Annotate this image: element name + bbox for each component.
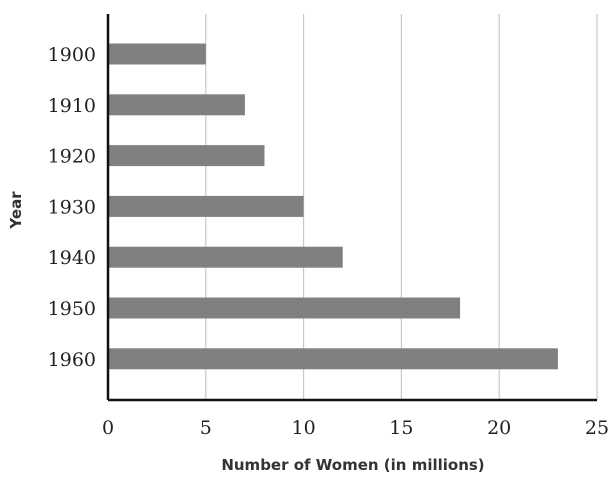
y-tick-label: 1920 (48, 146, 96, 168)
x-tick-label: 5 (200, 417, 212, 439)
gridlines (205, 14, 598, 400)
y-tick-label: 1930 (48, 196, 96, 218)
bar (108, 348, 558, 370)
bar (108, 246, 343, 268)
bar (108, 43, 206, 65)
y-tick-label: 1960 (48, 349, 96, 371)
x-tick-label: 15 (389, 417, 413, 439)
bar (108, 297, 461, 319)
y-tick-labels: 1900 1910 1920 1930 1940 1950 1960 (48, 44, 96, 371)
bar (108, 145, 265, 167)
bar (108, 195, 304, 217)
y-tick-label: 1940 (48, 247, 96, 269)
x-tick-label: 10 (292, 417, 316, 439)
x-tick-label: 20 (487, 417, 511, 439)
y-axis-title: Year (7, 191, 25, 230)
bars (108, 43, 558, 370)
x-axis-title: Number of Women (in millions) (221, 456, 484, 474)
y-tick-label: 1950 (48, 298, 96, 320)
y-tick-label: 1910 (48, 95, 96, 117)
bar (108, 94, 245, 116)
x-tick-label: 0 (102, 417, 114, 439)
x-tick-label: 25 (585, 417, 609, 439)
x-tick-labels: 0 5 10 15 20 25 (102, 417, 609, 439)
y-tick-label: 1900 (48, 44, 96, 66)
